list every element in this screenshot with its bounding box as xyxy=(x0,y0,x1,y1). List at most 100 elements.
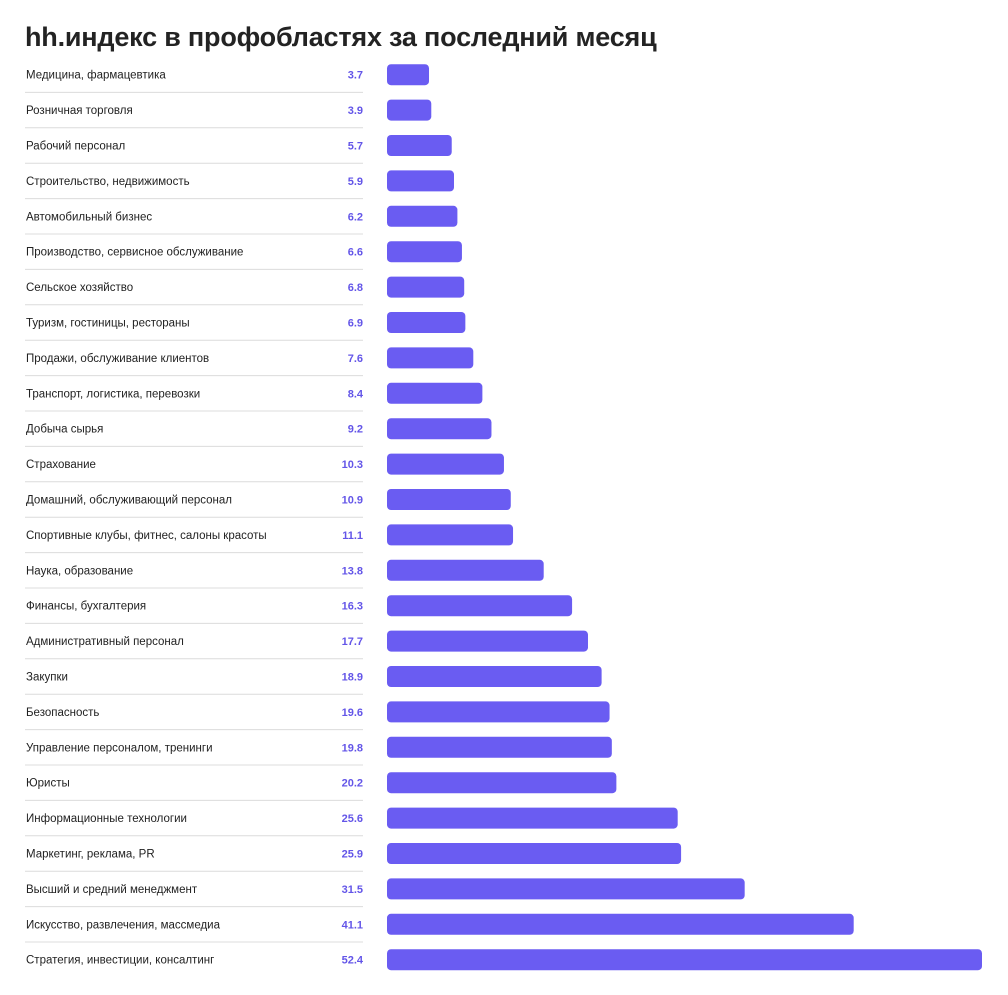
bar xyxy=(387,99,432,121)
category-label: Туризм, гостиницы, рестораны xyxy=(26,318,190,330)
value-label: 3.7 xyxy=(348,70,363,82)
value-label: 10.9 xyxy=(342,495,363,507)
category-label: Административный персонал xyxy=(26,636,184,648)
value-label: 17.7 xyxy=(342,636,363,648)
value-label: 11.1 xyxy=(342,530,363,542)
category-label: Управление персоналом, тренинги xyxy=(26,742,213,754)
category-label: Спортивные клубы, фитнес, салоны красоты xyxy=(26,530,267,542)
category-label: Домашний, обслуживающий персонал xyxy=(26,495,232,507)
value-label: 5.9 xyxy=(348,176,363,188)
bar-row: Розничная торговля 3.9 xyxy=(25,99,432,129)
chart-title: hh.индекс в профобластях за последний ме… xyxy=(25,22,657,52)
value-label: 6.8 xyxy=(348,282,363,294)
category-label: Искусство, развлечения, массмедиа xyxy=(26,919,221,931)
category-label: Рабочий персонал xyxy=(26,141,125,153)
bar xyxy=(387,843,682,864)
bar-row: Закупки 18.9 xyxy=(25,666,602,695)
bar xyxy=(387,276,465,298)
bar xyxy=(387,205,458,227)
value-label: 41.1 xyxy=(342,919,363,931)
bar xyxy=(387,135,452,156)
bar-row: Управление персоналом, тренинги 19.8 xyxy=(25,736,612,766)
bar-row: Рабочий персонал 5.7 xyxy=(25,135,452,164)
category-label: Автомобильный бизнес xyxy=(26,211,152,223)
bar-row: Домашний, обслуживающий персонал 10.9 xyxy=(25,489,511,518)
bar xyxy=(387,559,544,581)
category-label: Безопасность xyxy=(26,707,99,719)
category-label: Медицина, фармацевтика xyxy=(26,70,166,82)
bar-row: Производство, сервисное обслуживание 6.6 xyxy=(25,241,462,270)
category-label: Закупки xyxy=(26,672,68,684)
bar xyxy=(387,453,504,475)
bar xyxy=(387,772,617,794)
bar-row: Сельское хозяйство 6.8 xyxy=(25,276,465,306)
category-label: Стратегия, инвестиции, консалтинг xyxy=(26,955,214,967)
value-label: 19.6 xyxy=(342,707,363,719)
category-label: Финансы, бухгалтерия xyxy=(26,601,146,613)
category-label: Страхование xyxy=(26,459,96,471)
bar-row: Маркетинг, реклама, PR 25.9 xyxy=(25,843,682,872)
bar-row: Юристы 20.2 xyxy=(25,772,617,801)
category-label: Транспорт, логистика, перевозки xyxy=(26,388,200,400)
value-label: 8.4 xyxy=(348,388,364,400)
bar xyxy=(387,736,612,758)
bar-row: Финансы, бухгалтерия 16.3 xyxy=(25,595,573,624)
bar xyxy=(387,347,474,369)
bar xyxy=(387,382,483,404)
bar-row: Продажи, обслуживание клиентов 7.6 xyxy=(25,347,474,377)
value-label: 5.7 xyxy=(348,141,363,153)
bar xyxy=(387,666,602,687)
value-label: 25.6 xyxy=(342,813,363,825)
bar-row: Медицина, фармацевтика 3.7 xyxy=(25,64,430,93)
category-label: Добыча сырья xyxy=(26,424,103,436)
bar xyxy=(387,312,466,333)
category-label: Наука, образование xyxy=(26,565,133,577)
bar-row: Страхование 10.3 xyxy=(25,453,504,483)
category-label: Юристы xyxy=(26,778,70,790)
bar xyxy=(387,949,982,971)
value-label: 6.2 xyxy=(348,211,363,223)
bar-row: Строительство, недвижимость 5.9 xyxy=(25,170,454,200)
category-label: Сельское хозяйство xyxy=(26,282,133,294)
bar-row: Спортивные клубы, фитнес, салоны красоты… xyxy=(25,524,514,554)
bar-row: Стратегия, инвестиции, консалтинг 52.4 xyxy=(26,949,982,971)
bar xyxy=(387,630,588,652)
value-label: 25.9 xyxy=(342,849,363,861)
bar xyxy=(387,418,492,440)
value-label: 52.4 xyxy=(342,955,364,967)
bar-row: Транспорт, логистика, перевозки 8.4 xyxy=(25,382,483,412)
category-label: Продажи, обслуживание клиентов xyxy=(26,353,209,365)
value-label: 6.6 xyxy=(348,247,363,259)
bar xyxy=(387,595,573,617)
bar xyxy=(387,524,514,546)
category-label: Высший и средний менеджмент xyxy=(26,884,198,896)
bar xyxy=(387,64,430,86)
bar xyxy=(387,807,678,829)
bar xyxy=(387,913,854,935)
bar xyxy=(387,170,454,192)
value-label: 6.9 xyxy=(348,318,363,330)
bar xyxy=(387,878,745,900)
value-label: 31.5 xyxy=(342,884,363,896)
bar-row: Туризм, гостиницы, рестораны 6.9 xyxy=(25,312,466,341)
bar-row: Административный персонал 17.7 xyxy=(25,630,588,660)
bar-row: Автомобильный бизнес 6.2 xyxy=(25,205,458,235)
value-label: 10.3 xyxy=(342,459,363,471)
category-label: Информационные технологии xyxy=(26,813,187,825)
bar-row: Информационные технологии 25.6 xyxy=(25,807,678,837)
value-label: 9.2 xyxy=(348,424,363,436)
value-label: 7.6 xyxy=(348,353,363,365)
value-label: 20.2 xyxy=(342,778,363,790)
category-label: Производство, сервисное обслуживание xyxy=(26,247,243,259)
category-label: Строительство, недвижимость xyxy=(26,176,190,188)
value-label: 13.8 xyxy=(342,565,363,577)
bar xyxy=(387,489,511,510)
category-label: Маркетинг, реклама, PR xyxy=(26,849,155,861)
value-label: 3.9 xyxy=(348,105,363,117)
value-label: 18.9 xyxy=(342,672,363,684)
value-label: 16.3 xyxy=(342,601,363,613)
bar-row: Наука, образование 13.8 xyxy=(25,559,544,589)
bar-row: Искусство, развлечения, массмедиа 41.1 xyxy=(25,913,854,943)
value-label: 19.8 xyxy=(342,742,363,754)
